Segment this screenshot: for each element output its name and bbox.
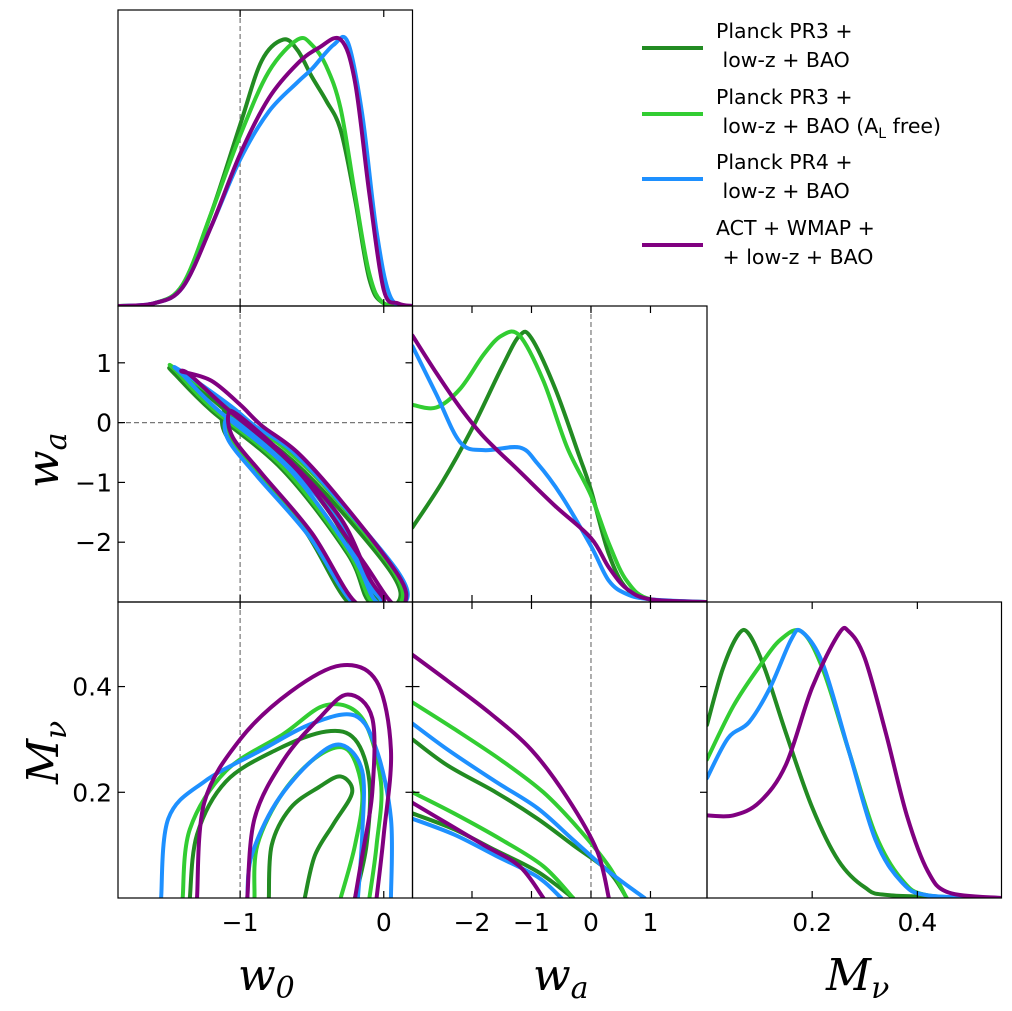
- contour-w0-mnu-planck-pr4-inner: [245, 742, 366, 898]
- x-axis-title-w0: w0: [238, 950, 295, 1006]
- panel-wa-mnu-plot: [412, 602, 647, 898]
- y-tick-label-wa: 0: [96, 409, 112, 438]
- marginal-mnu-planck-pr4: [707, 627, 1002, 898]
- legend-label-alfree-sub: L: [878, 126, 886, 142]
- curves-layer: [118, 10, 1002, 898]
- contour-wa-mnu-planck-pr4-outer: [412, 721, 647, 898]
- panel-w0-w0-plot: [118, 10, 413, 306]
- legend-label-planck-pr3-line2: low-z + BAO: [716, 48, 850, 72]
- contour-w0-mnu-act-wmap-inner: [245, 692, 377, 898]
- marginal-wa-planck-pr3-alfree: [412, 329, 707, 602]
- x-tick-label-w0: −1: [222, 908, 259, 937]
- marginal-wa-planck-pr3: [412, 329, 707, 602]
- contour-wa-mnu-planck-pr3-alfree-inner: [412, 790, 576, 898]
- panel-mnu-mnu-plot: [707, 626, 1002, 898]
- y-tick-label-mnu: 0.2: [72, 778, 112, 807]
- y-axis-title-mnu: Mν: [18, 721, 74, 785]
- axis-titles: w0 wa Mν wa Mν: [18, 432, 889, 1006]
- y-axis-title-wa: wa: [18, 432, 74, 488]
- legend-entry-planck-pr3-alfree: Planck PR3 + low-z + BAO (AL free): [642, 85, 941, 142]
- legend-label-alfree-suffix: free): [886, 114, 941, 138]
- marginal-mnu-act-wmap: [707, 626, 1002, 898]
- ticks-layer: −1 0 −2 −1 0 1 0.2 0.4 −2 −1 0 1 0.2 0.4: [72, 10, 937, 937]
- legend-label-planck-pr3-alfree-line2: low-z + BAO (AL free): [716, 114, 941, 142]
- x-tick-label-wa: 1: [643, 908, 659, 937]
- contour-w0-wa-act-wmap-inner: [226, 408, 387, 602]
- x-tick-label-mnu: 0.4: [897, 908, 937, 937]
- frames-layer: [117, 9, 1003, 899]
- marginal-w0-act-wmap: [118, 35, 413, 306]
- contour-w0-mnu-act-wmap-outer: [195, 663, 394, 898]
- legend-entry-act-wmap: ACT + WMAP + + low-z + BAO: [642, 216, 875, 269]
- contour-w0-wa-act-wmap-outer: [179, 368, 409, 602]
- panel-frame-wa-mnu: [411, 601, 708, 899]
- y-tick-label-wa: −1: [75, 468, 112, 497]
- x-tick-label-wa: −2: [454, 908, 491, 937]
- y-tick-label-mnu: 0.4: [72, 673, 112, 702]
- contour-wa-mnu-planck-pr4-inner: [412, 816, 564, 898]
- legend-label-alfree-main: low-z + BAO (A: [716, 114, 878, 138]
- contour-w0-mnu-planck-pr3-inner: [266, 774, 355, 898]
- panel-wa-wa-plot: [412, 306, 707, 602]
- y-tick-label-wa: 1: [96, 349, 112, 378]
- panel-w0-wa-plot: [118, 306, 413, 602]
- contour-w0-wa-planck-pr3-inner: [219, 409, 379, 602]
- legend-label-planck-pr3-alfree-line1: Planck PR3 +: [716, 85, 853, 109]
- x-axis-title-mnu: Mν: [825, 950, 889, 1006]
- x-tick-label-w0: 0: [376, 908, 392, 937]
- x-tick-label-wa: −1: [513, 908, 550, 937]
- marginal-wa-planck-pr4: [412, 344, 707, 602]
- contour-wa-mnu-planck-pr3-outer: [412, 737, 629, 898]
- legend-label-act-wmap-line2: + low-z + BAO: [716, 245, 873, 269]
- x-tick-label-wa: 0: [583, 908, 599, 937]
- contour-wa-mnu-act-wmap-inner: [412, 800, 546, 898]
- x-axis-title-wa: wa: [533, 950, 589, 1006]
- legend-label-planck-pr3-line1: Planck PR3 +: [716, 19, 853, 43]
- contour-w0-mnu-planck-pr3-alfree-outer: [180, 702, 384, 898]
- marginal-mnu-planck-pr3: [707, 627, 1002, 898]
- marginal-wa-act-wmap: [412, 333, 707, 602]
- y-tick-label-wa: −2: [75, 528, 112, 557]
- panel-frame-mnu-mnu: [706, 601, 1003, 899]
- contour-wa-mnu-planck-pr3-alfree-outer: [412, 700, 629, 898]
- panel-w0-mnu-plot: [159, 602, 395, 898]
- x-tick-label-mnu: 0.2: [792, 908, 832, 937]
- contour-wa-mnu-act-wmap-outer: [412, 652, 611, 898]
- legend-label-planck-pr4-line2: low-z + BAO: [716, 179, 850, 203]
- legend-entry-planck-pr3: Planck PR3 + low-z + BAO: [642, 19, 853, 72]
- contour-w0-wa-planck-pr4-outer: [172, 365, 410, 602]
- legend-entry-planck-pr4: Planck PR4 + low-z + BAO: [642, 150, 853, 203]
- legend-label-act-wmap-line1: ACT + WMAP +: [716, 216, 875, 240]
- legend: Planck PR3 + low-z + BAO Planck PR3 + lo…: [642, 19, 941, 269]
- legend-label-planck-pr4-line1: Planck PR4 +: [716, 150, 853, 174]
- contour-w0-mnu-planck-pr3-outer: [187, 728, 373, 898]
